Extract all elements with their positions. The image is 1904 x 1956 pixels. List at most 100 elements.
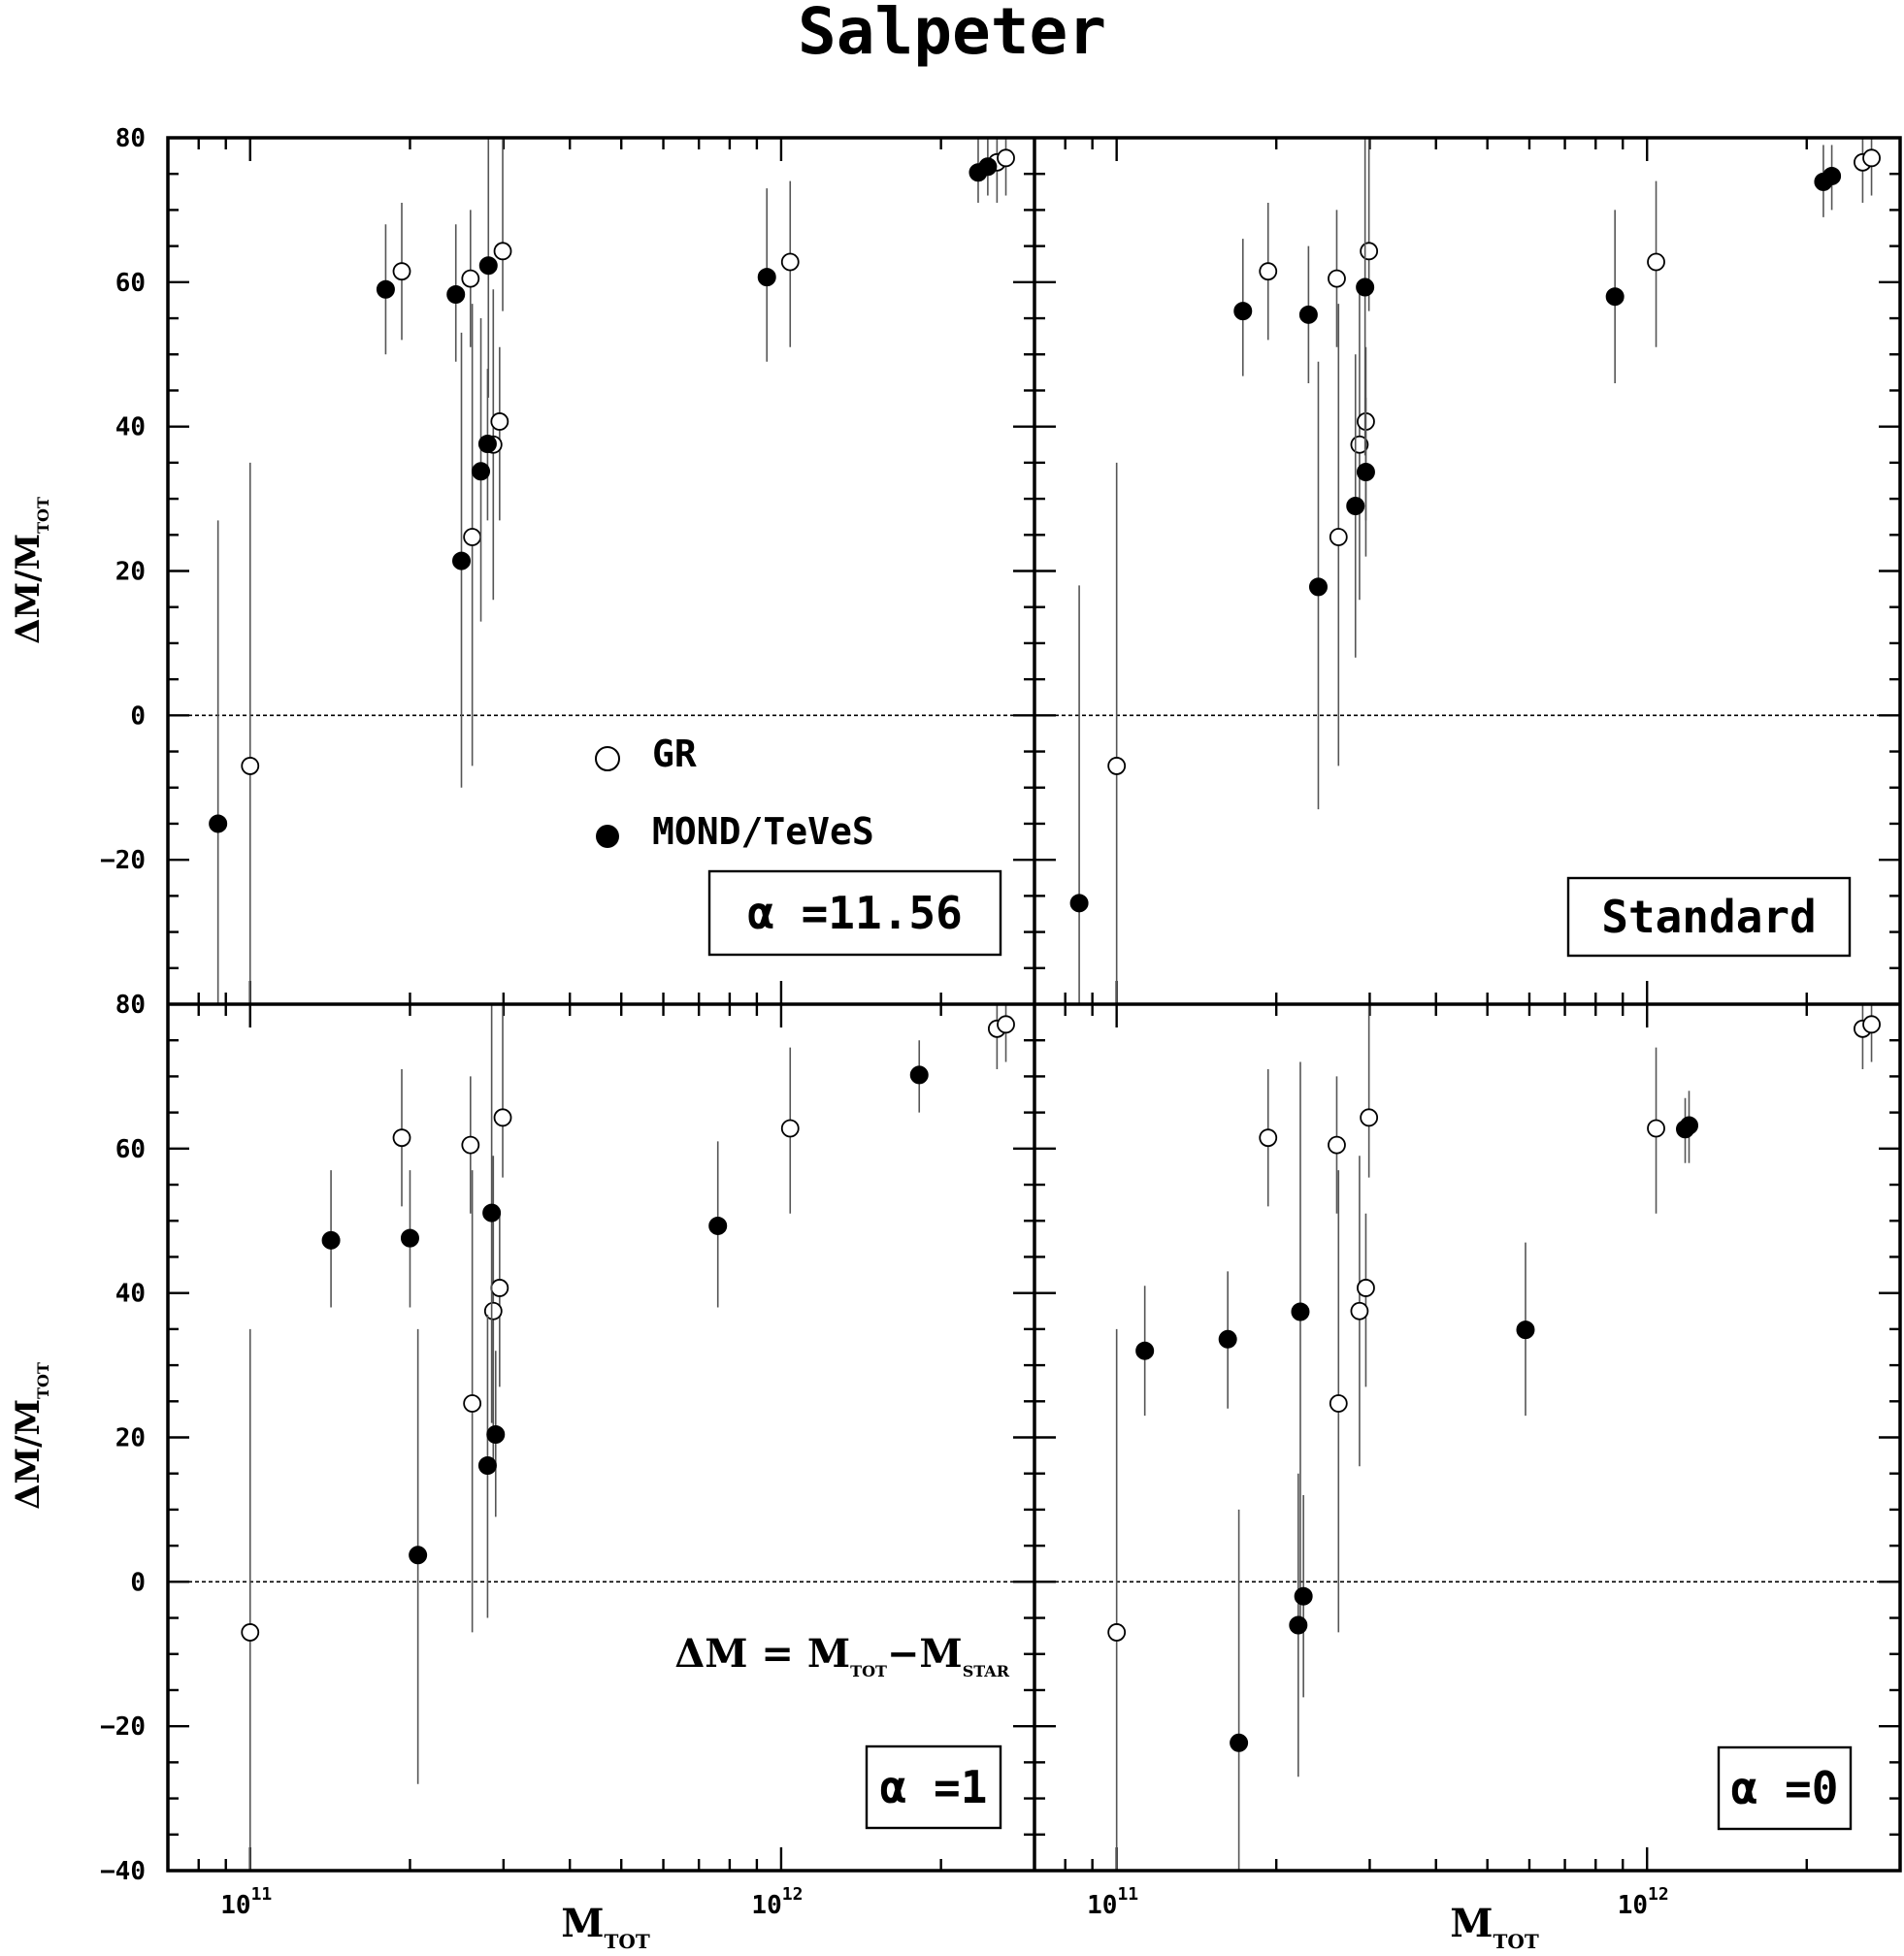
data-point-mond-teves <box>757 268 776 287</box>
data-point-mond-teves <box>1233 302 1253 321</box>
y-axis-title-sub: TOT <box>34 1362 52 1399</box>
y-tick-label: 60 <box>115 1135 146 1164</box>
data-point-gr <box>493 1108 512 1127</box>
data-point-gr <box>1329 1394 1348 1413</box>
data-point-gr <box>1647 252 1665 272</box>
y-tick-label: 80 <box>115 124 146 153</box>
data-point-mond-teves <box>446 284 466 304</box>
panel-label-box <box>865 1744 1002 1830</box>
y-axis-title-main: ΔM/M <box>9 1399 48 1510</box>
x-tick-label: 1012 <box>1618 1884 1669 1920</box>
x-tick-exponent: 11 <box>251 1884 273 1905</box>
data-point-gr <box>461 269 480 288</box>
x-tick-exponent: 12 <box>1648 1884 1669 1905</box>
panel-label-box <box>1566 876 1852 958</box>
y-tick-label: −20 <box>100 846 146 875</box>
formula-part-t2sub: STAR <box>963 1662 1010 1680</box>
legend-marker-gr <box>595 746 620 771</box>
data-point-gr <box>1647 1119 1665 1138</box>
panel-label: α =0 <box>1731 1762 1839 1814</box>
data-point-gr <box>1862 148 1881 168</box>
data-point-gr <box>1329 528 1348 546</box>
data-point-mond-teves <box>472 462 491 481</box>
data-point-mond-teves <box>1822 166 1842 185</box>
data-point-mond-teves <box>978 157 998 177</box>
x-tick-base: 10 <box>751 1891 781 1920</box>
data-point-gr <box>1360 242 1379 261</box>
data-point-gr <box>392 1128 411 1148</box>
y-tick-label: 20 <box>115 1424 146 1453</box>
x-tick-exponent: 11 <box>1117 1884 1138 1905</box>
figure-title: Salpeter <box>798 0 1106 69</box>
data-point-gr <box>1259 1128 1278 1148</box>
y-tick-label: 60 <box>115 269 146 298</box>
x-tick-label: 1011 <box>220 1884 272 1920</box>
data-point-mond-teves <box>376 279 395 299</box>
data-point-gr <box>1259 262 1278 281</box>
data-point-mond-teves <box>477 435 497 454</box>
data-point-mond-teves <box>909 1065 929 1085</box>
data-point-gr <box>1328 269 1346 288</box>
data-point-mond-teves <box>1135 1341 1155 1360</box>
data-point-mond-teves <box>1294 1586 1313 1606</box>
data-point-gr <box>997 1015 1015 1034</box>
panel-bottom-right: α =0 <box>1033 1002 1902 1873</box>
x-axis-title: MTOT <box>561 1901 650 1953</box>
data-point-mond-teves <box>1308 577 1328 597</box>
data-point-mond-teves <box>409 1546 428 1565</box>
panel-top-right: Standard <box>1033 136 1902 1006</box>
x-tick-label: 1011 <box>1087 1884 1138 1920</box>
data-point-gr <box>241 757 260 775</box>
panel-label: α =11.56 <box>747 887 963 939</box>
y-tick-label: 20 <box>115 558 146 587</box>
data-point-mond-teves <box>1605 287 1625 307</box>
data-point-gr <box>490 1279 509 1297</box>
data-point-mond-teves <box>1218 1329 1237 1349</box>
data-point-gr <box>463 528 482 546</box>
y-tick-label: 0 <box>130 701 146 731</box>
data-point-mond-teves <box>1346 497 1365 516</box>
formula-part-t2: M <box>919 1631 962 1677</box>
y-axis-title-sub: TOT <box>34 497 52 534</box>
series-mond-teves <box>1135 1061 1699 1871</box>
legend-label-mond-teves: MOND/TeVeS <box>652 810 874 853</box>
y-tick-label: 40 <box>115 413 146 442</box>
data-point-mond-teves <box>1230 1733 1249 1752</box>
data-point-mond-teves <box>452 551 472 570</box>
series-gr <box>241 1004 1015 1871</box>
panel-top-left: α =11.56 <box>166 136 1036 1006</box>
formula-part-lhs: ΔM <box>674 1631 747 1677</box>
x-axis-title: MTOT <box>1450 1901 1539 1953</box>
data-point-mond-teves <box>1298 305 1318 324</box>
data-point-mond-teves <box>1516 1320 1535 1340</box>
data-point-mond-teves <box>1069 894 1089 913</box>
series-gr <box>1107 138 1881 1004</box>
data-point-gr <box>1350 1301 1369 1320</box>
data-point-gr <box>241 1623 260 1642</box>
x-tick-base: 10 <box>1087 1891 1117 1920</box>
series-mond-teves <box>321 1004 929 1784</box>
x-axis-title-sub: TOT <box>605 1930 650 1953</box>
y-axis-title-main: ΔM/M <box>9 534 48 644</box>
data-point-gr <box>1107 1623 1127 1642</box>
panel-label-box <box>707 869 1002 957</box>
data-point-gr <box>490 412 509 431</box>
data-point-gr <box>1107 757 1127 775</box>
x-tick-label: 1012 <box>751 1884 803 1920</box>
formula-delta-m: ΔM = MTOT−MSTAR <box>674 1631 1010 1680</box>
panel-label: α =1 <box>880 1761 988 1813</box>
formula-part-minus: − <box>887 1631 920 1677</box>
data-point-mond-teves <box>708 1216 728 1235</box>
series-mond-teves <box>1069 138 1842 1004</box>
data-point-gr <box>780 252 800 272</box>
data-point-mond-teves <box>482 1203 502 1222</box>
legend-marker-mond-teves <box>596 825 619 848</box>
data-point-mond-teves <box>209 814 228 833</box>
data-point-mond-teves <box>1291 1302 1310 1321</box>
data-point-mond-teves <box>1680 1116 1699 1135</box>
formula-part-t1sub: TOT <box>850 1662 887 1680</box>
data-point-gr <box>1862 1015 1881 1034</box>
series-gr <box>1107 1004 1881 1871</box>
